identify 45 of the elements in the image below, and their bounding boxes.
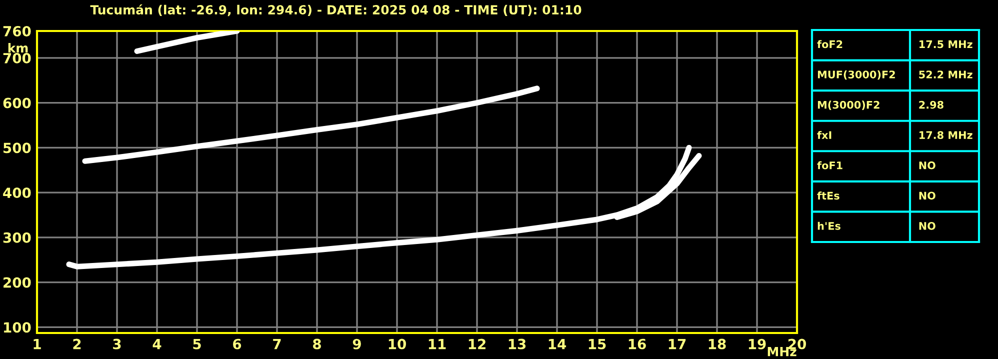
- x-tick-label: 7: [273, 338, 281, 350]
- y-tick-label: 400: [3, 188, 31, 198]
- y-axis-title: km: [8, 43, 28, 53]
- text: h'Es: [818, 222, 840, 230]
- x-tick-label: 15: [588, 338, 606, 350]
- x-tick-label: 13: [508, 338, 526, 350]
- text: 52.2 MHz: [919, 70, 972, 78]
- chart-title: Tucumán (lat: -26.9, lon: 294.6) - DATE: 2025 04 08 - TIME (UT): 01:10: [90, 4, 582, 16]
- text: 17.8 MHz: [920, 131, 972, 140]
- x-tick-label: 17: [668, 338, 686, 350]
- text: MUF(3000)F2: [818, 70, 895, 80]
- x-tick-label: 8: [313, 338, 321, 350]
- y-tick-label: 700: [3, 52, 31, 64]
- x-axis-title: MHz: [768, 346, 796, 356]
- text: NO: [919, 222, 936, 230]
- x-tick-label: 14: [548, 338, 566, 350]
- text: foF2: [817, 40, 842, 48]
- text: foF1: [817, 161, 842, 170]
- x-tick-label: 19: [748, 338, 766, 350]
- text: fxI: [817, 130, 832, 139]
- x-tick-label: 4: [152, 338, 162, 350]
- x-tick-label: 3: [113, 338, 121, 350]
- x-tick-label: 1: [34, 338, 41, 350]
- text: NO: [919, 161, 936, 170]
- text: 2.98: [919, 100, 944, 109]
- x-tick-label: 9: [352, 338, 361, 350]
- x-tick-label: 12: [468, 338, 486, 350]
- x-tick-label: 5: [193, 338, 201, 350]
- x-tick-label: 10: [388, 338, 406, 350]
- x-tick-label: 11: [428, 338, 446, 350]
- y-tick-label: 300: [3, 232, 31, 243]
- x-tick-label: 20: [788, 338, 806, 350]
- y-tick-label: 200: [4, 277, 31, 288]
- y-tick-label: 760: [3, 26, 31, 36]
- x-tick-label: 18: [708, 338, 726, 350]
- x-tick-label: 2: [73, 338, 81, 350]
- text: ftEs: [817, 192, 840, 200]
- x-tick-label: 6: [233, 338, 242, 350]
- x-tick-label: 16: [628, 338, 646, 350]
- y-tick-label: 100: [4, 322, 31, 333]
- text: NO: [919, 192, 936, 200]
- y-tick-label: 500: [4, 142, 31, 154]
- text: M(3000)F2: [818, 100, 880, 110]
- y-tick-label: 600: [3, 98, 31, 108]
- text: 17.5 MHz: [920, 40, 972, 48]
